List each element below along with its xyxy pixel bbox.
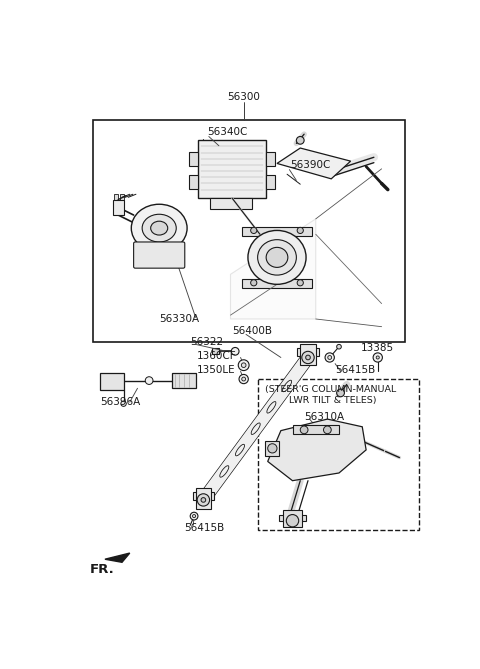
Polygon shape [277,148,350,179]
Circle shape [300,426,308,434]
Polygon shape [230,219,316,319]
Ellipse shape [151,221,168,235]
Circle shape [197,494,210,506]
Circle shape [328,355,332,359]
Circle shape [121,401,126,406]
Circle shape [336,345,341,349]
Polygon shape [113,199,123,215]
Text: 56310A: 56310A [304,412,344,421]
Ellipse shape [142,214,176,242]
Circle shape [325,353,335,362]
Polygon shape [105,553,130,563]
Bar [266,152,276,166]
Circle shape [306,355,311,360]
Text: 56330A: 56330A [159,314,199,324]
Circle shape [336,389,345,397]
Circle shape [297,280,303,286]
Bar [210,198,252,209]
Circle shape [241,363,246,367]
Circle shape [192,514,196,518]
Text: 1350LE: 1350LE [196,365,235,375]
Ellipse shape [132,204,187,252]
Text: 56400B: 56400B [232,326,272,336]
Text: 56322: 56322 [190,337,223,347]
Text: 56300: 56300 [227,92,260,102]
Bar [100,373,123,390]
Circle shape [268,444,277,453]
Circle shape [201,498,206,502]
Bar [242,279,312,288]
Ellipse shape [266,248,288,268]
Bar [114,194,118,199]
Circle shape [296,136,304,145]
Text: 56396A: 56396A [100,397,141,407]
Bar [265,441,279,456]
Circle shape [251,280,257,286]
Polygon shape [268,419,366,481]
Circle shape [373,353,383,362]
Circle shape [238,360,249,371]
Text: 56390C: 56390C [290,160,331,170]
Bar [283,510,302,527]
Bar [212,349,219,355]
Circle shape [376,356,379,359]
Bar [292,425,339,434]
Bar [172,373,196,388]
Text: (STEER'G COLUMN-MANUAL: (STEER'G COLUMN-MANUAL [265,385,396,394]
Bar [300,344,316,365]
Bar [266,175,276,189]
Text: 56340C: 56340C [207,127,248,137]
Text: 56415B: 56415B [335,365,375,375]
Bar [278,514,306,520]
Circle shape [324,426,331,434]
Bar [120,194,123,199]
Bar [258,379,419,530]
Bar [192,492,214,500]
Ellipse shape [258,240,296,275]
Text: FR.: FR. [89,563,114,576]
Circle shape [297,227,303,233]
Bar [198,140,266,198]
Text: LWR TILT & TELES): LWR TILT & TELES) [288,396,376,405]
Bar [297,349,319,356]
Circle shape [145,377,153,385]
Bar [196,488,211,509]
Text: 1360CF: 1360CF [196,351,236,361]
Circle shape [231,347,239,355]
Text: 56415B: 56415B [184,523,224,533]
Bar [93,120,405,342]
Circle shape [286,514,299,527]
Circle shape [302,351,314,364]
Circle shape [239,375,248,383]
Text: 13385: 13385 [361,343,394,353]
Circle shape [190,512,198,520]
Circle shape [251,227,257,233]
Bar [189,152,198,166]
Polygon shape [198,354,313,504]
Circle shape [242,377,246,381]
Ellipse shape [248,230,306,284]
Bar [189,175,198,189]
FancyBboxPatch shape [133,242,185,268]
Bar [242,227,312,235]
